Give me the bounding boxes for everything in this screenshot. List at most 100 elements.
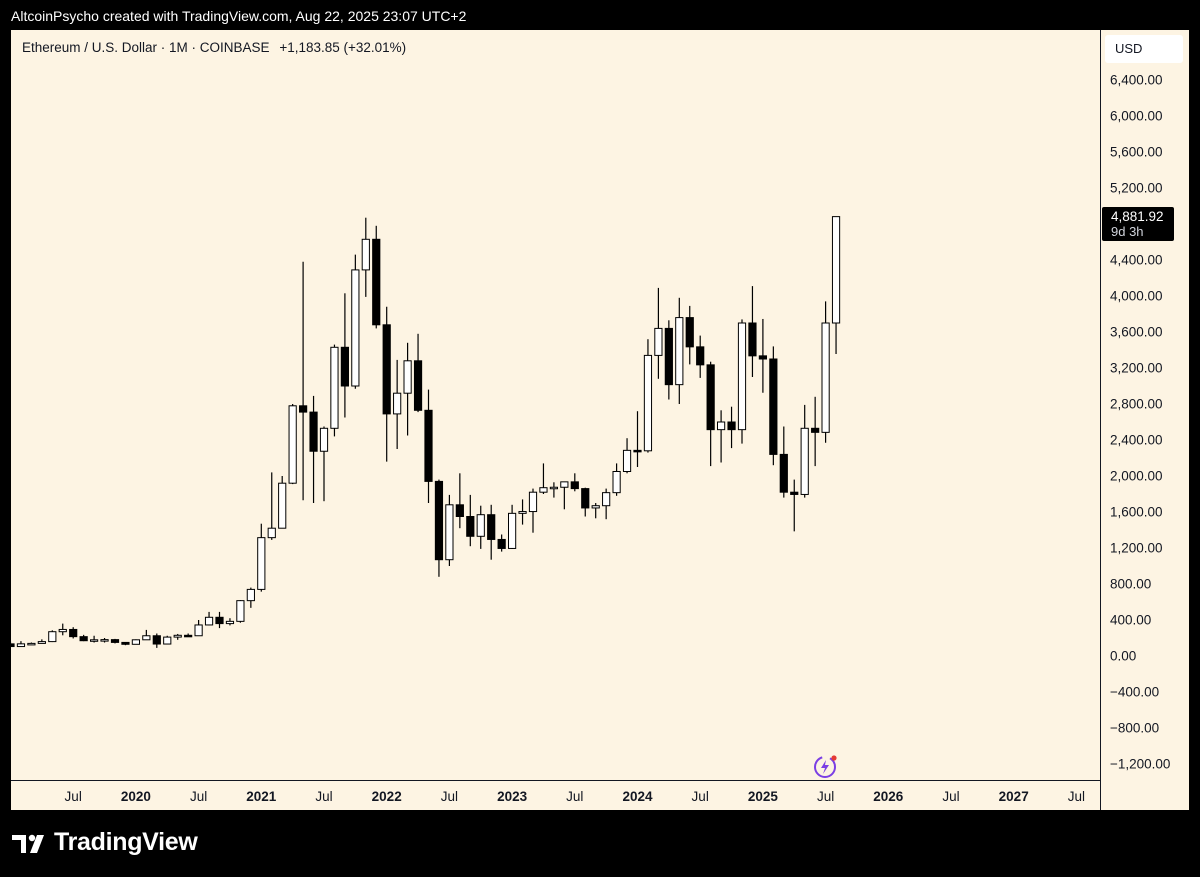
candle-up[interactable] [194,624,203,637]
candle-down[interactable] [758,355,767,360]
symbol-label[interactable]: Ethereum / U.S. Dollar · 1M · COINBASE [22,40,270,55]
candle-down[interactable] [69,628,78,638]
candle-down[interactable] [215,616,224,625]
candle-up[interactable] [48,631,57,643]
candle-up[interactable] [204,616,214,626]
candle-down[interactable] [664,327,673,386]
candle-down[interactable] [769,358,778,455]
candle-up[interactable] [643,354,653,452]
candle-down[interactable] [685,317,694,348]
candle-down[interactable] [811,427,820,433]
candle-down[interactable] [424,409,433,482]
candle-up[interactable] [560,481,569,488]
time-axis-tick: 2025 [747,789,778,804]
time-axis-tick: Jul [315,789,333,804]
candle-up[interactable] [278,482,287,529]
chart-pane[interactable] [11,30,1189,810]
candle-down[interactable] [570,481,579,490]
candle-down[interactable] [382,324,391,415]
candle-up[interactable] [591,505,600,509]
candle-up[interactable] [675,317,684,386]
candle-up[interactable] [288,405,297,484]
time-axis-border [11,780,1101,781]
price-axis-tick: 1,600.00 [1110,504,1163,520]
candle-up[interactable] [821,322,830,433]
time-axis-tick: Jul [942,789,960,804]
candle-up[interactable] [58,628,67,633]
candle-up[interactable] [100,639,109,642]
candle-up[interactable] [654,327,663,356]
candle-down[interactable] [779,453,788,493]
candle-down[interactable] [6,643,15,648]
candle-down[interactable] [372,238,381,326]
currency-button[interactable]: USD [1105,35,1183,63]
candle-up[interactable] [518,511,527,514]
sparkle-lightning-icon[interactable] [811,753,839,784]
candle-up[interactable] [445,504,454,561]
candle-up[interactable] [90,639,99,642]
price-axis-tick: 3,200.00 [1110,360,1163,376]
candle-down[interactable] [727,421,736,431]
candle-down[interactable] [434,480,444,561]
candle-down[interactable] [309,411,318,452]
candle-up[interactable] [267,527,276,539]
price-axis-tick: 400.00 [1110,612,1152,628]
candle-down[interactable] [340,346,349,387]
candle-down[interactable] [487,514,496,540]
candle-up[interactable] [351,269,360,387]
candle-down[interactable] [748,322,757,357]
candle-up[interactable] [173,634,182,638]
price-axis-border [1100,30,1101,810]
candle-up[interactable] [831,216,841,324]
candle-up[interactable] [330,346,339,429]
candle-up[interactable] [27,642,36,646]
candle-up[interactable] [37,641,46,644]
chart-legend: Ethereum / U.S. Dollar · 1M · COINBASE +… [22,40,406,55]
candle-up[interactable] [622,449,632,473]
candle-up[interactable] [800,427,809,495]
candle-down[interactable] [152,635,161,645]
candle-up[interactable] [539,487,548,493]
candle-down[interactable] [497,538,506,549]
candle-down[interactable] [121,641,130,645]
candle-up[interactable] [549,486,558,490]
candle-down[interactable] [184,634,193,638]
candle-up[interactable] [131,639,141,645]
candle-up[interactable] [236,600,245,622]
candle-down[interactable] [299,405,308,413]
candle-down[interactable] [790,491,799,495]
candle-up[interactable] [528,491,538,513]
candle-down[interactable] [696,346,705,366]
candle-up[interactable] [476,514,485,537]
candle-up[interactable] [737,322,747,431]
candle-up[interactable] [393,392,402,415]
price-axis-tick: −800.00 [1110,720,1160,736]
candle-up[interactable] [142,635,151,641]
candle-up[interactable] [246,588,255,602]
candle-up[interactable] [508,512,517,549]
candle-up[interactable] [612,471,621,494]
candle-down[interactable] [79,636,88,642]
candle-up[interactable] [16,643,26,648]
candle-down[interactable] [466,516,475,537]
candle-down[interactable] [706,364,715,431]
candle-up[interactable] [225,620,235,625]
time-axis-tick: Jul [691,789,709,804]
price-axis-tick: 5,600.00 [1110,144,1163,160]
candle-up[interactable] [257,537,266,590]
candle-down[interactable] [633,449,642,453]
candle-up[interactable] [163,636,172,645]
candle-down[interactable] [455,504,464,517]
tradingview-brand[interactable]: TradingView [12,828,198,857]
candle-up[interactable] [602,492,611,507]
last-price-value: 4,881.92 [1111,209,1164,224]
candle-down[interactable] [110,639,120,643]
candle-up[interactable] [361,238,370,271]
candle-down[interactable] [581,488,590,509]
candle-up[interactable] [319,427,329,452]
price-axis-tick: 3,600.00 [1110,324,1163,340]
candle-up[interactable] [403,360,412,394]
candle-up[interactable] [717,421,726,431]
candle-down[interactable] [413,360,423,411]
